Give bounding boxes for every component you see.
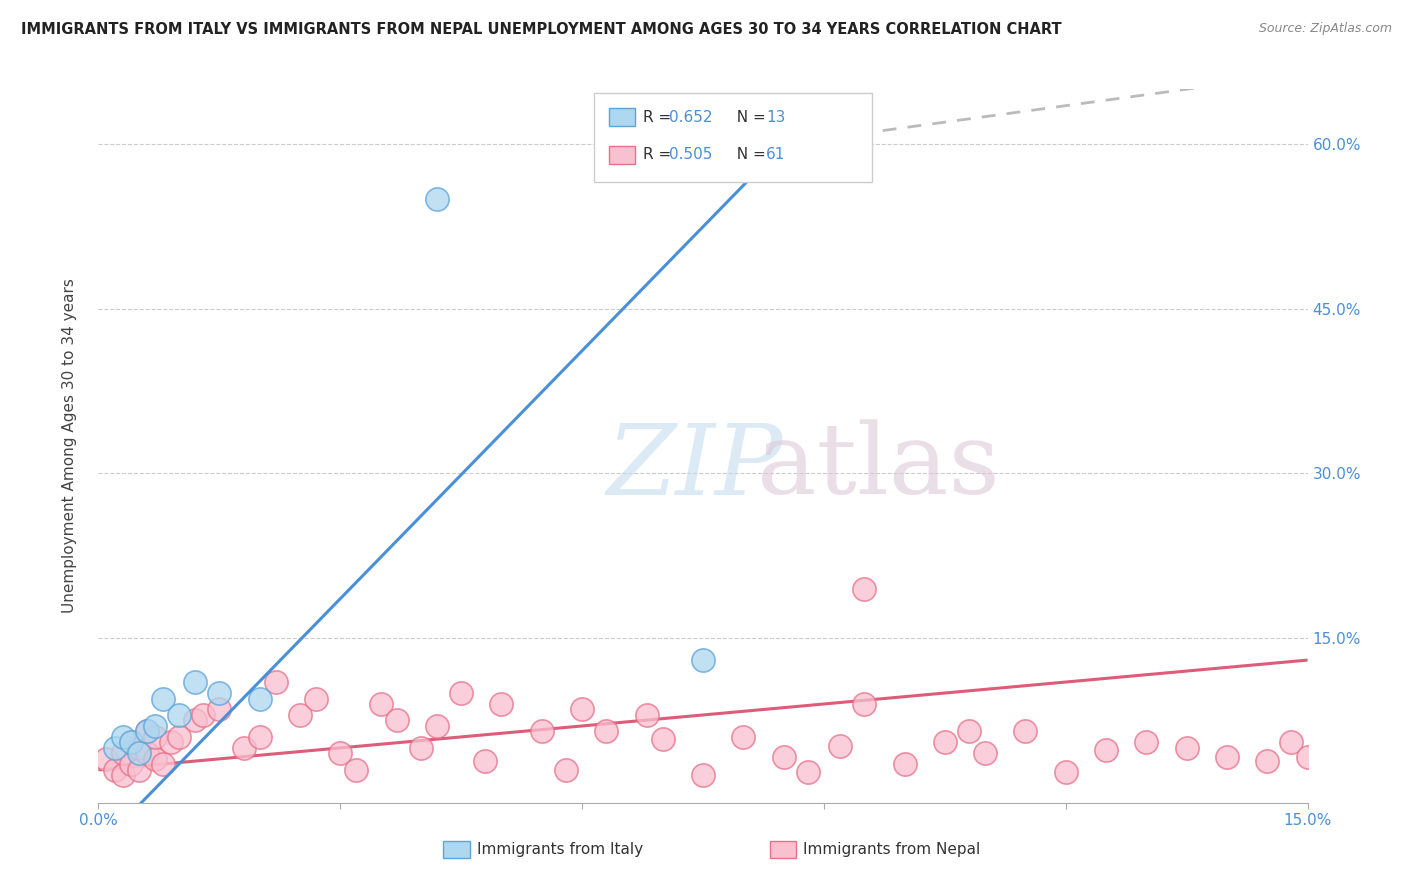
Point [305,691,328,706]
Point [1296,749,1319,764]
Text: Source: ZipAtlas.com: Source: ZipAtlas.com [1258,22,1392,36]
Point [1175,740,1198,755]
Point [426,719,449,733]
Point [1135,735,1157,749]
Point [1281,735,1303,749]
Point [193,708,215,723]
Point [893,757,915,772]
Point [974,747,997,761]
Text: R =: R = [643,110,676,125]
Point [450,686,472,700]
Point [1312,691,1334,706]
Point [426,192,449,206]
Point [135,747,157,761]
Point [120,735,142,749]
Text: N =: N = [727,147,770,162]
Point [232,740,254,755]
Point [329,747,352,761]
Point [1014,724,1036,739]
Point [1361,730,1384,744]
FancyBboxPatch shape [595,93,872,182]
Y-axis label: Unemployment Among Ages 30 to 34 years: Unemployment Among Ages 30 to 34 years [62,278,77,614]
Point [636,708,658,723]
Point [143,752,166,766]
Point [555,763,578,777]
Point [167,708,190,723]
Point [934,735,956,749]
Point [120,757,142,772]
Point [128,740,150,755]
Point [772,749,794,764]
Point [1095,743,1118,757]
Point [128,763,150,777]
Point [152,691,174,706]
Text: Immigrants from Nepal: Immigrants from Nepal [803,842,980,856]
Point [651,732,673,747]
Point [692,653,714,667]
Text: 61: 61 [766,147,786,162]
Text: R =: R = [643,147,676,162]
Point [184,714,207,728]
Text: ZIP: ZIP [606,420,783,515]
Point [249,730,271,744]
Point [103,740,125,755]
Point [733,730,755,744]
Point [595,724,617,739]
Point [135,724,157,739]
Point [692,768,714,782]
Point [491,697,513,711]
Point [128,747,150,761]
Point [208,686,231,700]
Point [249,691,271,706]
Point [370,697,392,711]
Point [409,740,432,755]
Point [135,724,157,739]
Text: atlas: atlas [758,419,1000,516]
Bar [443,840,470,858]
Point [120,735,142,749]
Point [1337,739,1360,753]
Point [1256,754,1278,768]
Point [797,765,820,780]
Text: Immigrants from Italy: Immigrants from Italy [477,842,643,856]
Text: 0.652: 0.652 [669,110,713,125]
Point [111,747,134,761]
Point [571,702,593,716]
Point [853,582,876,596]
Text: N =: N = [727,110,770,125]
Text: IMMIGRANTS FROM ITALY VS IMMIGRANTS FROM NEPAL UNEMPLOYMENT AMONG AGES 30 TO 34 : IMMIGRANTS FROM ITALY VS IMMIGRANTS FROM… [21,22,1062,37]
Text: 0.505: 0.505 [669,147,713,162]
Point [853,697,876,711]
Point [160,735,183,749]
Bar [609,146,636,164]
Point [264,675,287,690]
Point [1054,765,1077,780]
Point [143,719,166,733]
Point [385,714,408,728]
Point [1216,749,1239,764]
Point [96,752,118,766]
Point [208,702,231,716]
Point [111,730,134,744]
Point [152,757,174,772]
Point [103,763,125,777]
Bar [769,840,796,858]
Text: 13: 13 [766,110,786,125]
Point [530,724,553,739]
Point [143,730,166,744]
Point [111,768,134,782]
Point [344,763,367,777]
Point [184,675,207,690]
Point [288,708,311,723]
Point [474,754,496,768]
Bar [609,109,636,127]
Point [828,739,851,753]
Point [957,724,980,739]
Point [167,730,190,744]
